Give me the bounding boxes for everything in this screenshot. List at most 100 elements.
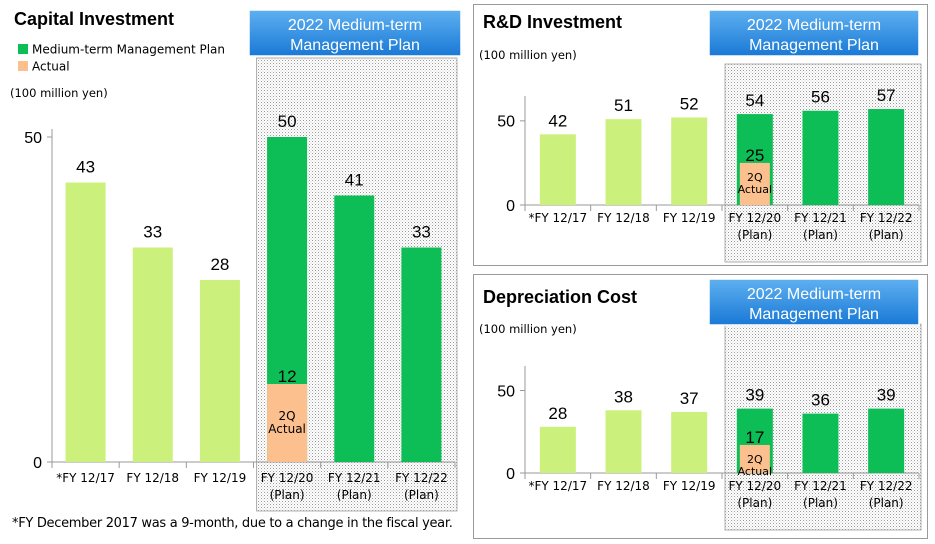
category-label: FY 12/19 <box>663 479 716 493</box>
category-label: (Plan) <box>737 496 772 510</box>
chart-title: Capital Investment <box>14 9 174 29</box>
legend-swatch-plan <box>18 44 28 54</box>
category-label: FY 12/20 <box>261 471 314 485</box>
category-label: (Plan) <box>737 228 772 242</box>
bar-past <box>671 411 708 473</box>
capital-investment-panel: 2022 Medium-term Management Plan Capital I… <box>0 0 470 515</box>
plan-banner <box>708 278 920 326</box>
category-label: (Plan) <box>869 228 904 242</box>
y-tick-label: 50 <box>497 383 515 400</box>
actual-value-label: 25 <box>745 146 764 165</box>
plan-banner <box>248 9 462 57</box>
category-label: (Plan) <box>803 496 838 510</box>
category-label: FY 12/19 <box>194 471 247 485</box>
bar-past <box>65 182 106 462</box>
plan-banner-line2: Management Plan <box>290 37 420 54</box>
chart-title: Depreciation Cost <box>483 287 637 307</box>
depreciation-panel-frame <box>473 274 928 539</box>
bar-value-label: 57 <box>877 86 896 105</box>
plan-banner-line1: 2022 Medium-term <box>747 17 881 34</box>
y-tick-label: 0 <box>506 466 515 483</box>
plan-banner-line2: Management Plan <box>749 306 879 323</box>
y-tick-label: 50 <box>497 114 515 131</box>
unit-label: (100 million yen) <box>479 322 577 336</box>
category-label: FY 12/21 <box>328 471 381 485</box>
bar-past <box>605 410 642 473</box>
category-label: FY 12/18 <box>597 211 650 225</box>
bar-value-label: 39 <box>877 386 896 405</box>
category-label: *FY 12/17 <box>529 479 588 493</box>
bar-past <box>199 280 240 462</box>
actual-value-label: 17 <box>745 428 764 447</box>
category-label: (Plan) <box>869 496 904 510</box>
bar-value-label: 39 <box>745 386 764 405</box>
bar-value-label: 36 <box>811 391 830 410</box>
actual-note-line1: 2Q <box>279 409 296 423</box>
category-label: *FY 12/17 <box>56 471 115 485</box>
category-label: (Plan) <box>270 488 305 502</box>
category-label: FY 12/21 <box>794 211 847 225</box>
actual-value-label: 12 <box>278 367 297 386</box>
actual-note-line2: Actual <box>738 465 772 478</box>
depreciation-cost-panel: 2022 Medium-term Management Plan Depreciat… <box>473 274 928 539</box>
bar-actual <box>739 162 770 205</box>
bar-value-label: 28 <box>210 255 229 274</box>
bar-past <box>539 134 576 205</box>
legend-label-plan: Medium-term Management Plan <box>32 43 225 57</box>
bar-past <box>132 247 173 462</box>
actual-note-line1: 2Q <box>747 453 763 466</box>
category-label: FY 12/18 <box>126 471 179 485</box>
category-label: FY 12/22 <box>860 479 913 493</box>
bar-plan <box>868 408 905 473</box>
bar-plan <box>802 110 839 205</box>
bar-value-label: 41 <box>345 171 364 190</box>
category-label: FY 12/18 <box>597 479 650 493</box>
bar-value-label: 42 <box>548 111 567 130</box>
plan-banner <box>708 9 920 57</box>
bar-plan <box>401 247 442 462</box>
category-label: (Plan) <box>404 488 439 502</box>
actual-note-line2: Actual <box>268 422 306 436</box>
bar-value-label: 38 <box>614 387 633 406</box>
category-label: *FY 12/17 <box>529 211 588 225</box>
category-label: FY 12/21 <box>794 479 847 493</box>
category-label: FY 12/22 <box>395 471 448 485</box>
rnd-panel-frame <box>473 4 928 266</box>
legend-label-actual: Actual <box>32 60 70 74</box>
category-label: (Plan) <box>803 228 838 242</box>
bar-past <box>539 426 576 473</box>
bar-value-label: 50 <box>278 112 297 131</box>
rnd-investment-panel: 2022 Medium-term Management Plan R&D Inves… <box>473 4 928 266</box>
actual-note-line1: 2Q <box>747 171 763 184</box>
bar-past <box>671 117 708 205</box>
category-label: (Plan) <box>337 488 372 502</box>
bar-value-label: 33 <box>412 223 431 242</box>
bar-value-label: 51 <box>614 96 633 115</box>
y-tick-label: 0 <box>506 198 515 215</box>
rnd-investment-chart: 2022 Medium-term Management Plan R&D Inves… <box>479 9 922 263</box>
bar-value-label: 56 <box>811 88 830 107</box>
bar-actual <box>267 384 308 462</box>
depreciation-cost-chart: 2022 Medium-term Management Plan Depreciat… <box>479 278 922 531</box>
y-tick-label: 50 <box>24 130 42 147</box>
bar-value-label: 54 <box>745 91 764 110</box>
bar-value-label: 37 <box>680 389 699 408</box>
category-label: FY 12/20 <box>729 211 782 225</box>
category-label: FY 12/22 <box>860 211 913 225</box>
legend-swatch-actual <box>18 61 28 71</box>
actual-note-line2: Actual <box>738 183 772 196</box>
bar-value-label: 28 <box>548 404 567 423</box>
plan-banner-line2: Management Plan <box>749 37 879 54</box>
plan-banner-line1: 2022 Medium-term <box>747 286 881 303</box>
category-label: FY 12/20 <box>729 479 782 493</box>
capital-investment-chart: 2022 Medium-term Management Plan Capital I… <box>10 9 462 512</box>
footnote: *FY December 2017 was a 9-month, due to … <box>12 516 453 531</box>
y-tick-label: 0 <box>33 455 42 472</box>
plan-banner-line1: 2022 Medium-term <box>288 17 422 34</box>
bar-plan <box>802 413 839 473</box>
unit-label: (100 million yen) <box>10 86 108 100</box>
category-label: FY 12/19 <box>663 211 716 225</box>
bar-value-label: 33 <box>143 223 162 242</box>
bar-actual <box>739 444 770 473</box>
bar-value-label: 43 <box>76 158 95 177</box>
